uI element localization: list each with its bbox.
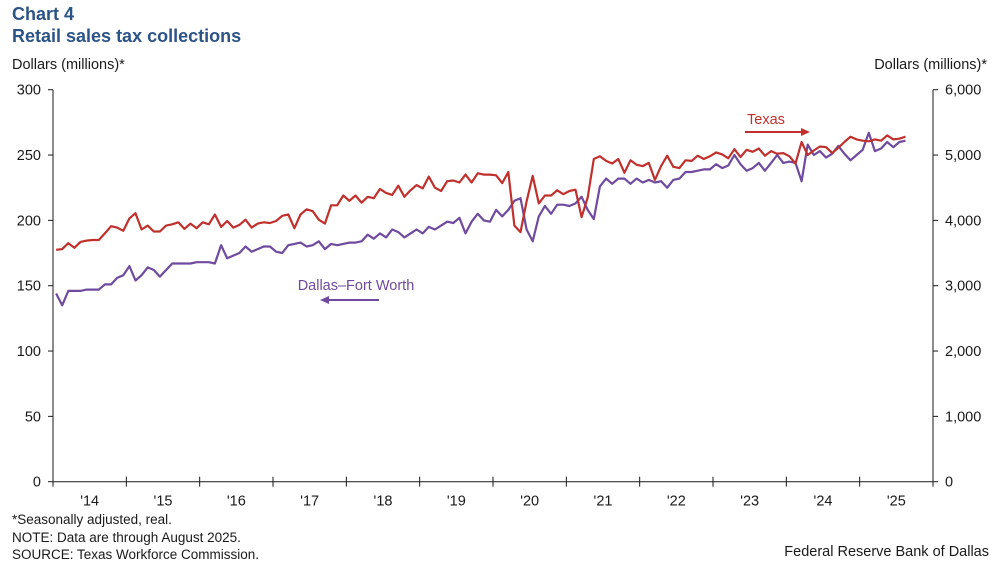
footnote-data-through: NOTE: Data are through August 2025.	[12, 529, 241, 545]
x-tick-label: '23	[740, 494, 759, 510]
dfw-label: Dallas–Fort Worth	[298, 278, 415, 294]
left-y-tick-label: 250	[17, 148, 41, 164]
texas-arrow-head-icon	[801, 128, 810, 136]
footnote-source: SOURCE: Texas Workforce Commission.	[12, 547, 260, 562]
x-tick-label: '24	[814, 494, 833, 510]
x-tick-label: '18	[374, 494, 393, 510]
dfw-series-line	[55, 131, 906, 307]
x-tick-label: '21	[594, 494, 613, 510]
left-y-tick-label: 300	[17, 83, 41, 99]
right-y-tick-label: 3,000	[945, 279, 981, 295]
chart-number: Chart 4	[12, 4, 75, 24]
left-y-tick-label: 50	[25, 409, 41, 425]
right-y-tick-label: 1,000	[945, 409, 981, 425]
chart-title-block: Chart 4 Retail sales tax collections	[12, 3, 241, 47]
left-y-tick-label: 150	[17, 279, 41, 295]
texas-label: Texas	[747, 112, 785, 128]
axes: 0 50 100 150 200 250 300 0 1,000 2,000 3,000 4,000 5…	[17, 83, 982, 510]
right-y-tick-label: 4,000	[945, 213, 981, 229]
right-y-tick-label: 2,000	[945, 344, 981, 360]
left-axis-title: Dollars (millions)*	[12, 57, 125, 73]
left-y-tick-label: 200	[17, 213, 41, 229]
x-tick-label: '25	[887, 494, 906, 510]
x-tick-label: '19	[447, 494, 466, 510]
left-y-tick-label: 0	[33, 475, 41, 491]
x-tick-label: '22	[667, 494, 686, 510]
series-lines	[55, 131, 906, 307]
x-tick-label: '16	[227, 494, 246, 510]
texas-series-line	[55, 134, 906, 251]
credit-line: Federal Reserve Bank of Dallas	[784, 544, 989, 560]
x-tick-label: '15	[154, 494, 173, 510]
dfw-arrow-head-icon	[320, 296, 329, 304]
series-labels: Texas Dallas–Fort Worth	[298, 112, 810, 304]
right-axis-title: Dollars (millions)*	[874, 57, 987, 73]
right-y-tick-label: 5,000	[945, 148, 981, 164]
x-tick-label: '14	[80, 494, 99, 510]
left-y-tick-label: 100	[17, 344, 41, 360]
right-y-tick-label: 0	[945, 475, 953, 491]
chart-title: Retail sales tax collections	[12, 26, 242, 46]
footnote-seasonal: *Seasonally adjusted, real.	[12, 512, 172, 527]
footnotes: *Seasonally adjusted, real. NOTE: Data a…	[12, 511, 259, 564]
x-tick-label: '20	[520, 494, 539, 510]
right-y-tick-label: 6,000	[945, 83, 981, 99]
x-tick-label: '17	[300, 494, 319, 510]
